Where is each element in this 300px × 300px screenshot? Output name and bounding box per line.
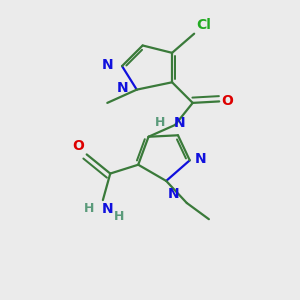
Text: H: H [114,210,124,224]
Text: O: O [221,94,233,108]
Text: N: N [195,152,207,166]
Text: N: N [102,58,113,72]
Text: N: N [174,116,185,130]
Text: N: N [101,202,113,216]
Text: Cl: Cl [196,18,211,32]
Text: N: N [117,81,128,95]
Text: N: N [168,188,179,201]
Text: H: H [84,202,94,215]
Text: H: H [155,116,166,129]
Text: O: O [73,139,84,153]
